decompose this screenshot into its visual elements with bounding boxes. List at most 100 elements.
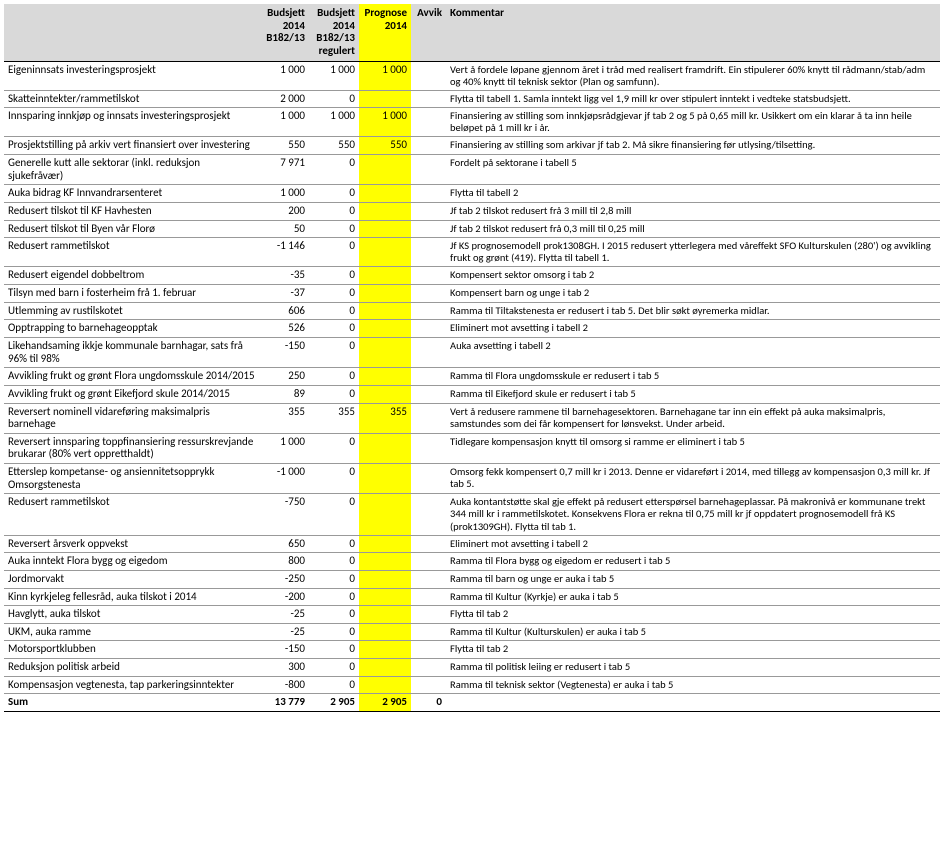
header-label bbox=[4, 4, 259, 61]
row-prognose: 550 bbox=[359, 137, 411, 155]
row-avvik bbox=[411, 641, 446, 659]
row-b1: 250 bbox=[259, 368, 309, 386]
row-b2: 0 bbox=[309, 588, 359, 606]
row-comment: Ramma til barn og unge er auka i tab 5 bbox=[446, 570, 940, 588]
row-avvik bbox=[411, 570, 446, 588]
row-label: Skatteinntekter/rammetilskot bbox=[4, 90, 259, 108]
sum-b1: 13 779 bbox=[259, 694, 309, 712]
row-label: Avvikling frukt og grønt Flora ungdomssk… bbox=[4, 368, 259, 386]
row-comment: Jf tab 2 tilskot redusert frå 0,3 mill t… bbox=[446, 220, 940, 238]
row-prognose bbox=[359, 553, 411, 571]
row-b1: -750 bbox=[259, 494, 309, 535]
table-row: Redusert tilskot til Byen vår Florø500Jf… bbox=[4, 220, 940, 238]
row-comment: Ramma til Kultur (Kyrkje) er auka i tab … bbox=[446, 588, 940, 606]
row-comment: Flytta til tabell 2 bbox=[446, 185, 940, 203]
table-row: Redusert rammetilskot-7500Auka kontantst… bbox=[4, 494, 940, 535]
row-label: Avvikling frukt og grønt Eikefjord skule… bbox=[4, 385, 259, 403]
row-comment: Ramma til Tiltakstenesta er redusert i t… bbox=[446, 302, 940, 320]
row-comment: Finansiering av stilling som arkivar jf … bbox=[446, 137, 940, 155]
row-comment: Ramma til Flora bygg og eigedom er redus… bbox=[446, 553, 940, 571]
table-row: Tilsyn med barn i fosterheim frå 1. febr… bbox=[4, 285, 940, 303]
sum-label: Sum bbox=[4, 694, 259, 712]
row-prognose: 1 000 bbox=[359, 61, 411, 90]
row-comment: Eliminert mot avsetting i tabell 2 bbox=[446, 320, 940, 338]
row-b1: 650 bbox=[259, 535, 309, 553]
table-row: Etterslep kompetanse- og ansiennitetsopp… bbox=[4, 464, 940, 494]
row-label: Prosjektstilling på arkiv vert finansier… bbox=[4, 137, 259, 155]
row-b1: -200 bbox=[259, 588, 309, 606]
row-prognose: 355 bbox=[359, 403, 411, 433]
table-row: Kinn kyrkjeleg fellesråd, auka tilskot i… bbox=[4, 588, 940, 606]
row-comment: Omsorg fekk kompensert 0,7 mill kr i 201… bbox=[446, 464, 940, 494]
row-prognose bbox=[359, 285, 411, 303]
table-row: Auka bidrag KF Innvandrarsenteret1 0000F… bbox=[4, 185, 940, 203]
table-row: Prosjektstilling på arkiv vert finansier… bbox=[4, 137, 940, 155]
row-b2: 0 bbox=[309, 464, 359, 494]
row-b2: 0 bbox=[309, 320, 359, 338]
row-b1: -800 bbox=[259, 676, 309, 694]
row-b2: 0 bbox=[309, 302, 359, 320]
table-row: Redusert eigendel dobbeltrom-350Kompense… bbox=[4, 267, 940, 285]
row-avvik bbox=[411, 368, 446, 386]
row-label: Redusert tilskot til KF Havhesten bbox=[4, 203, 259, 221]
row-comment: Flytta til tab 2 bbox=[446, 641, 940, 659]
row-avvik bbox=[411, 90, 446, 108]
sum-b2: 2 905 bbox=[309, 694, 359, 712]
row-prognose bbox=[359, 641, 411, 659]
budget-table: Budsjett2014B182/13 Budsjett2014B182/13r… bbox=[4, 4, 940, 712]
row-b2: 550 bbox=[309, 137, 359, 155]
row-b1: 1 000 bbox=[259, 185, 309, 203]
row-b2: 0 bbox=[309, 570, 359, 588]
row-label: Likehandsaming ikkje kommunale barnhagar… bbox=[4, 337, 259, 367]
table-row: Jordmorvakt-2500Ramma til barn og unge e… bbox=[4, 570, 940, 588]
row-comment: Kompensert barn og unge i tab 2 bbox=[446, 285, 940, 303]
row-b2: 0 bbox=[309, 623, 359, 641]
row-comment: Ramma til Flora ungdomsskule er redusert… bbox=[446, 368, 940, 386]
row-avvik bbox=[411, 285, 446, 303]
table-row: Redusert tilskot til KF Havhesten2000Jf … bbox=[4, 203, 940, 221]
row-label: Auka inntekt Flora bygg og eigedom bbox=[4, 553, 259, 571]
sum-prognose: 2 905 bbox=[359, 694, 411, 712]
row-comment: Ramma til politisk leiing er redusert i … bbox=[446, 659, 940, 677]
row-label: Generelle kutt alle sektorar (inkl. redu… bbox=[4, 155, 259, 185]
table-row: Motorsportklubben-1500Flytta til tab 2 bbox=[4, 641, 940, 659]
table-row: Kompensasjon vegtenesta, tap parkeringsi… bbox=[4, 676, 940, 694]
row-b2: 0 bbox=[309, 641, 359, 659]
table-row: Reversert årsverk oppvekst6500Eliminert … bbox=[4, 535, 940, 553]
row-avvik bbox=[411, 553, 446, 571]
table-row: Reversert innsparing toppfinansiering re… bbox=[4, 433, 940, 463]
row-comment: Flytta til tabell 1. Samla inntekt ligg … bbox=[446, 90, 940, 108]
table-row: Havglytt, auka tilskot-250Flytta til tab… bbox=[4, 606, 940, 624]
row-comment: Jf tab 2 tilskot redusert frå 3 mill til… bbox=[446, 203, 940, 221]
row-avvik bbox=[411, 676, 446, 694]
row-b2: 0 bbox=[309, 368, 359, 386]
row-b1: -1 000 bbox=[259, 464, 309, 494]
row-b2: 0 bbox=[309, 285, 359, 303]
row-b1: 50 bbox=[259, 220, 309, 238]
row-label: Reversert nominell vidareføring maksimal… bbox=[4, 403, 259, 433]
table-row: Eigeninnsats investeringsprosjekt1 0001 … bbox=[4, 61, 940, 90]
sum-avvik: 0 bbox=[411, 694, 446, 712]
table-row: UKM, auka ramme-250 Ramma til Kultur (Kul… bbox=[4, 623, 940, 641]
table-row: Likehandsaming ikkje kommunale barnhagar… bbox=[4, 337, 940, 367]
row-prognose bbox=[359, 433, 411, 463]
row-prognose bbox=[359, 302, 411, 320]
row-comment: Ramma til Kultur (Kulturskulen) er auka … bbox=[446, 623, 940, 641]
row-b1: -25 bbox=[259, 623, 309, 641]
row-label: Utlemming av rustilskotet bbox=[4, 302, 259, 320]
row-prognose bbox=[359, 535, 411, 553]
row-b1: 2 000 bbox=[259, 90, 309, 108]
table-row: Redusert rammetilskot-1 1460Jf KS progno… bbox=[4, 238, 940, 267]
table-row: Reduksjon politisk arbeid3000Ramma til p… bbox=[4, 659, 940, 677]
row-b2: 0 bbox=[309, 267, 359, 285]
row-comment: Kompensert sektor omsorg i tab 2 bbox=[446, 267, 940, 285]
row-label: Reversert årsverk oppvekst bbox=[4, 535, 259, 553]
row-label: Kinn kyrkjeleg fellesråd, auka tilskot i… bbox=[4, 588, 259, 606]
row-comment: Vert å fordele løpane gjennom året i trå… bbox=[446, 61, 940, 90]
row-b2: 0 bbox=[309, 535, 359, 553]
row-label: UKM, auka ramme bbox=[4, 623, 259, 641]
row-b2: 1 000 bbox=[309, 108, 359, 137]
row-b1: -250 bbox=[259, 570, 309, 588]
row-comment: Auka avsetting i tabell 2 bbox=[446, 337, 940, 367]
sum-row: Sum13 7792 9052 9050 bbox=[4, 694, 940, 712]
